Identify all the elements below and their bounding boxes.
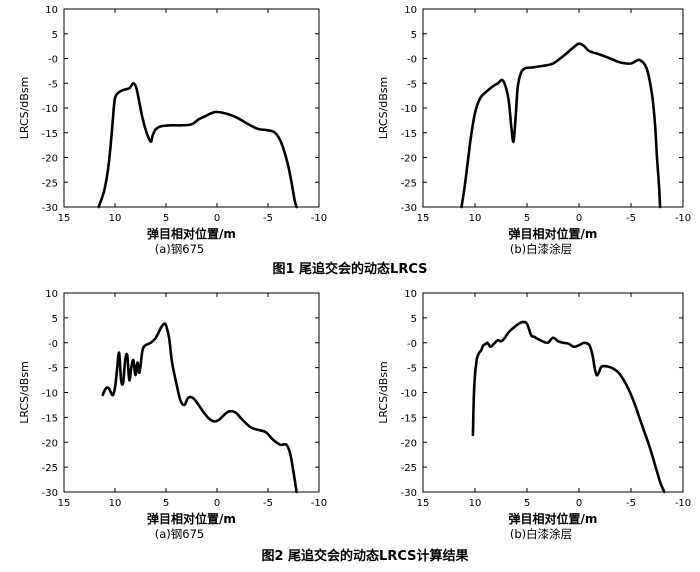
y-tick-label: -20 [42,154,58,165]
y-axis-label: LRCS/dBsm [18,361,31,424]
y-tick-label: -25 [401,463,417,474]
y-tick-label: 10 [45,289,58,300]
x-tick-label: -5 [263,498,273,509]
x-tick-label: -10 [675,213,691,224]
plot-frame [422,292,684,493]
y-axis-label: LRCS/dBsm [377,77,390,140]
y-tick-label: -15 [42,413,58,424]
x-tick-label: -5 [263,213,273,224]
y-axis-label: LRCS/dBsm [377,361,390,424]
lrcs-curve [471,320,666,494]
panel-subtitle: (b)白漆涂层 [510,527,572,541]
y-tick-label: -5 [48,79,58,90]
y-tick-label: -20 [401,438,417,449]
x-tick-label: 5 [163,498,169,509]
figure-2-caption: 图2 尾追交会的动态LRCS计算结果 [261,548,468,564]
y-tick-label: 10 [404,289,417,300]
x-tick-label: 15 [58,213,71,224]
x-axis-label: 弹目相对位置/m [147,226,236,241]
x-tick-label: 10 [109,213,122,224]
y-tick-label: -25 [42,178,58,189]
plot-frame [422,8,684,208]
y-tick-label: 5 [411,314,417,325]
figure-1-caption: 图1 尾追交会的动态LRCS [272,261,427,277]
x-tick-label: -5 [626,498,636,509]
x-tick-label: 0 [576,498,582,509]
y-tick-label: -10 [401,104,417,115]
y-tick-label: -30 [42,203,58,214]
x-tick-label: -10 [311,498,327,509]
x-axis-label: 弹目相对位置/m [509,511,598,526]
y-tick-label: -15 [401,413,417,424]
x-tick-label: 10 [469,498,482,509]
x-tick-label: 0 [576,213,582,224]
panel-subtitle: (b)白漆涂层 [510,242,572,256]
x-tick-label: 5 [163,213,169,224]
y-tick-label: -10 [42,389,58,400]
y-tick-label: -30 [401,203,417,214]
lrcs-curve [460,42,662,209]
y-tick-label: -5 [407,79,417,90]
y-tick-label: -25 [42,463,58,474]
y-tick-label: -25 [401,178,417,189]
y-tick-label: -5 [407,364,417,375]
x-tick-label: 15 [58,498,71,509]
x-tick-label: 5 [524,498,530,509]
lrcs-curve [97,82,298,209]
x-tick-label: 15 [417,498,430,509]
y-tick-label: -5 [48,364,58,375]
y-tick-label: -0 [48,339,58,350]
y-tick-label: 5 [52,30,58,41]
x-tick-label: 0 [214,213,220,224]
x-tick-label: 0 [214,498,220,509]
x-axis-label: 弹目相对位置/m [509,226,598,241]
x-tick-label: -5 [626,213,636,224]
y-tick-label: -0 [407,339,417,350]
y-tick-label: 10 [45,5,58,16]
x-tick-label: 10 [469,213,482,224]
y-tick-label: -30 [401,488,417,499]
y-tick-label: -15 [401,129,417,140]
plot-frame [63,8,320,208]
y-tick-label: -0 [48,55,58,66]
y-tick-label: -20 [42,438,58,449]
y-tick-label: -15 [42,129,58,140]
x-axis-label: 弹目相对位置/m [147,511,236,526]
y-axis-label: LRCS/dBsm [18,77,31,140]
y-tick-label: 5 [411,30,417,41]
y-tick-label: 5 [52,314,58,325]
y-tick-label: -20 [401,154,417,165]
lrcs-curve [101,322,298,494]
y-tick-label: 10 [404,5,417,16]
x-tick-label: 5 [524,213,530,224]
panel-subtitle: (a)钢675 [155,242,204,256]
panel-subtitle: (a)钢675 [155,527,204,541]
x-tick-label: -10 [311,213,327,224]
x-tick-label: 10 [109,498,122,509]
y-tick-label: -10 [401,389,417,400]
x-tick-label: -10 [675,498,691,509]
y-tick-label: -30 [42,488,58,499]
x-tick-label: 15 [417,213,430,224]
y-tick-label: -0 [407,55,417,66]
plot-frame [63,292,320,493]
y-tick-label: -10 [42,104,58,115]
